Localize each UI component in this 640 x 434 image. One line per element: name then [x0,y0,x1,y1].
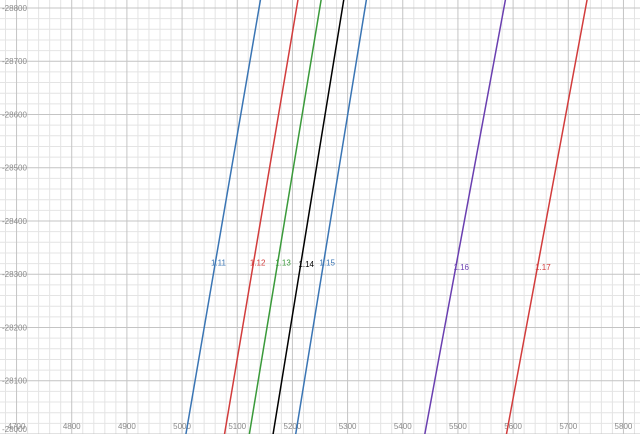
y-tick-label: -28400 [2,217,27,226]
series-line-1-11 [185,0,262,434]
y-tick-label: -28700 [2,57,27,66]
y-tick-label: -28300 [2,270,27,279]
x-tick-label: 5800 [615,422,633,431]
x-tick-label: 5700 [559,422,577,431]
x-tick-label: 4700 [8,422,26,431]
x-tick-label: 5000 [173,422,191,431]
y-tick-label: -28100 [2,377,27,386]
y-tick-label: -28800 [2,4,27,13]
series-lines [185,0,588,434]
x-axis-ticks: 4700 4800 4900 5000 5100 5200 5300 5400 5500 5600… [8,422,633,431]
y-tick-label: -28200 [2,323,27,332]
series-line-1-13 [248,0,322,434]
x-tick-label: 5600 [504,422,522,431]
series-line-1-15 [294,0,368,434]
series-line-1-17 [505,0,588,434]
series-line-1-12 [223,0,299,434]
x-tick-label: 4800 [63,422,81,431]
series-line-1-16 [424,0,507,434]
series-label-1-14: 1.14 [298,260,314,269]
y-axis-ticks: -28000 -28100 -28200 -28300 -28400 -28500 -286… [2,4,27,434]
series-label-1-12: 1.12 [250,259,266,268]
series-labels: 1.11 1.12 1.13 1.14 1.15 1.16 1.17 [211,259,551,272]
series-label-1-13: 1.13 [275,259,291,268]
x-tick-label: 4900 [118,422,136,431]
x-tick-label: 5100 [228,422,246,431]
series-label-1-15: 1.15 [319,259,335,268]
x-tick-label: 5300 [339,422,357,431]
series-line-1-14 [272,0,345,434]
x-tick-label: 5200 [284,422,302,431]
series-label-1-16: 1.16 [453,263,469,272]
y-tick-label: -28600 [2,110,27,119]
series-label-1-11: 1.11 [211,259,227,268]
x-tick-label: 5400 [394,422,412,431]
y-tick-label: -28500 [2,164,27,173]
y-tick-label: -28000 [2,425,27,434]
x-tick-label: 5500 [449,422,467,431]
series-label-1-17: 1.17 [535,263,551,272]
